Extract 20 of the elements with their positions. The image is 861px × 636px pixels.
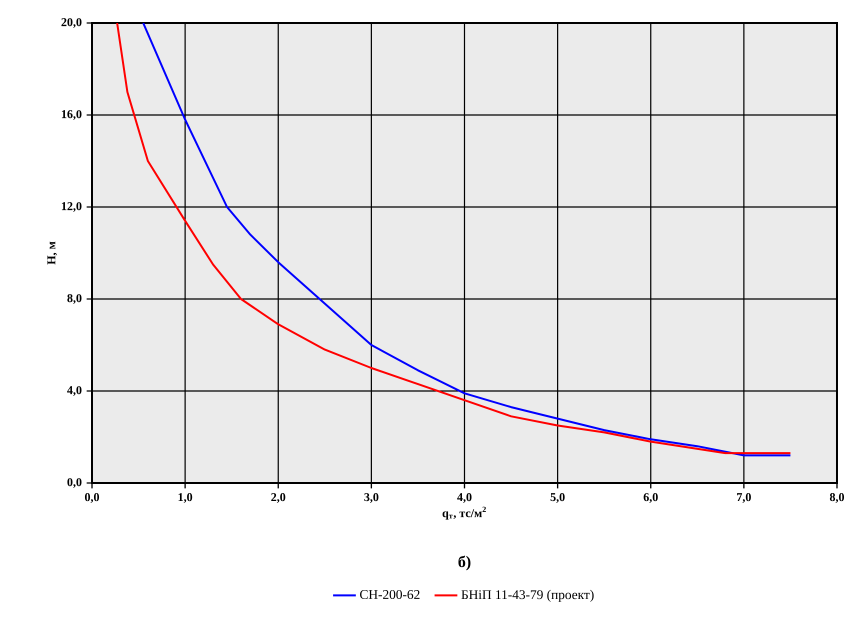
legend-label: БНіП 11-43-79 (проект) [461,590,594,602]
y-tick-label: 16,0 [62,110,82,120]
y-tick-label: 20,0 [61,18,82,28]
x-tick-label: 0,0 [84,493,100,503]
y-tick-label: 0,0 [67,478,82,488]
y-tick-label: 8,0 [67,294,82,304]
x-tick-label: 4,0 [457,493,472,503]
legend-label: СН-200-62 [360,590,420,599]
x-tick-label: 3,0 [364,493,378,503]
x-tick-label: 6,0 [644,493,658,503]
y-tick-label: 12,0 [62,202,82,212]
x-tick-label: 5,0 [550,493,565,503]
x-tick-label: 8,0 [830,493,844,503]
x-axis-title: q$_{т}$, тс/м$^{2}$ [442,506,486,520]
y-tick-label: 4,0 [67,386,82,396]
x-tick-label: 2,0 [271,493,286,503]
text: б) [458,556,470,570]
y-axis-title: H, м [47,242,58,265]
x-tick-label: 7,0 [737,493,751,503]
x-tick-label: 1,0 [178,493,192,503]
